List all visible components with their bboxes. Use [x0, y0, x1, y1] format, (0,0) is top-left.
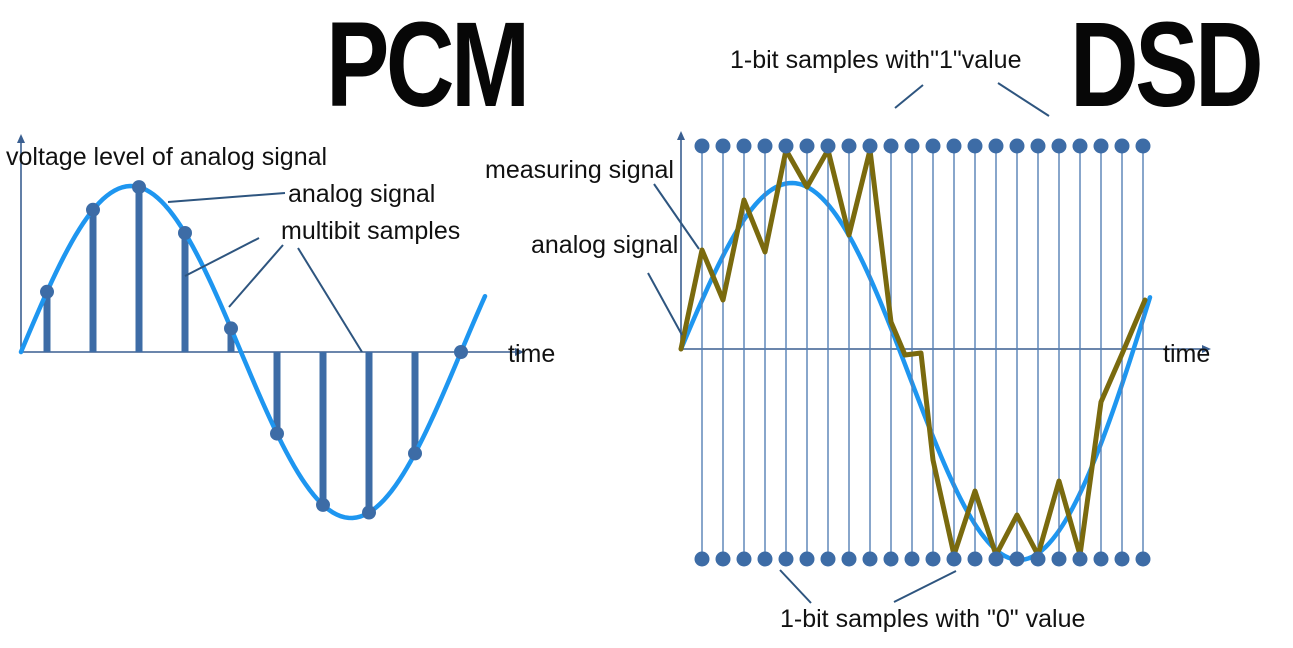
svg-text:1-bit samples with"1"value: 1-bit samples with"1"value: [730, 46, 1022, 74]
svg-text:time: time: [1163, 340, 1210, 368]
svg-text:analog signal: analog signal: [531, 231, 678, 259]
svg-text:measuring signal: measuring signal: [485, 156, 674, 184]
svg-text:1-bit samples with "0" value: 1-bit samples with "0" value: [780, 605, 1085, 633]
